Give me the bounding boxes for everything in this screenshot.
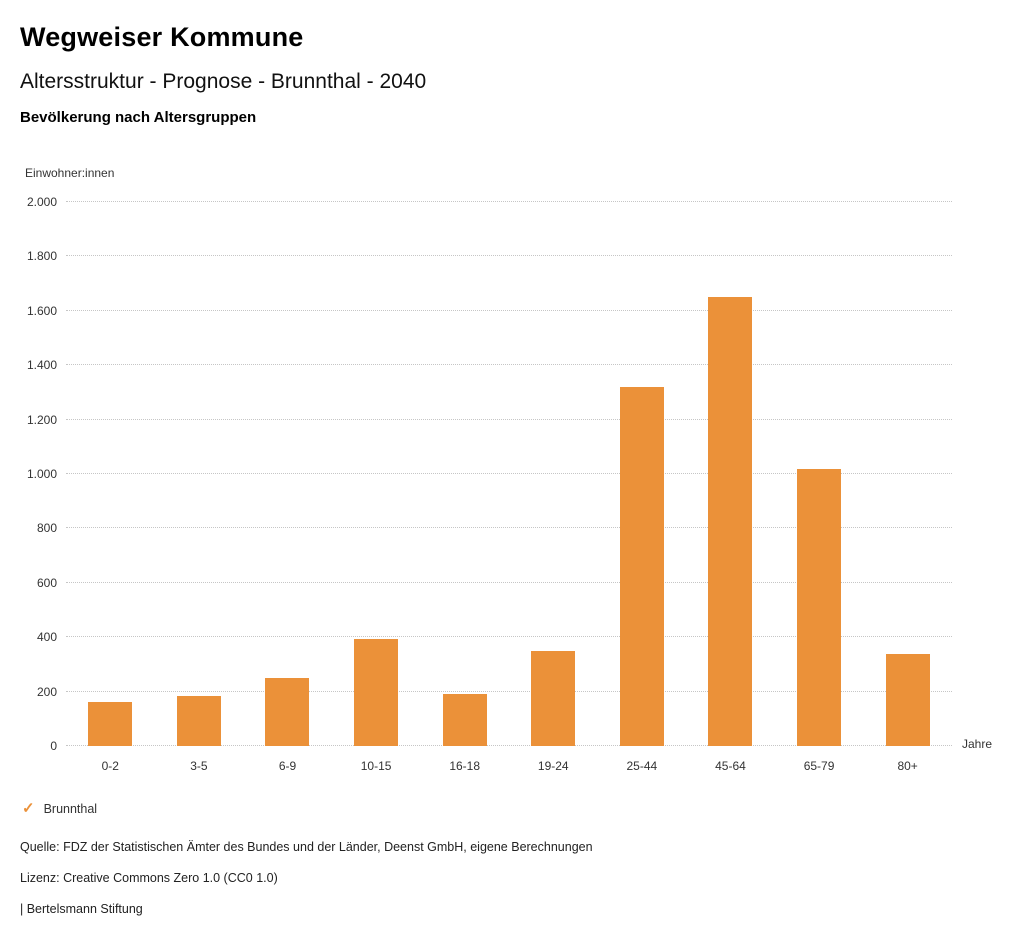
x-axis-tick-label: 3-5: [190, 759, 208, 773]
bar-45-64[interactable]: [708, 297, 753, 746]
x-axis-tick-label: 65-79: [803, 759, 835, 773]
chart-area: 0 200 400 600 800 1.000 1.200 1.400 1.600 1.800 2.…: [27, 195, 992, 753]
y-axis-tick-label: 1.200: [26, 412, 57, 427]
y-axis-tick-label: 800: [36, 521, 57, 536]
gridline: [66, 255, 952, 257]
bar-3-5[interactable]: [176, 695, 221, 746]
gridline: [66, 636, 952, 638]
legend-check-icon: ✓: [22, 800, 35, 817]
bar-0-2[interactable]: [88, 702, 133, 746]
gridline: [66, 473, 952, 474]
gridline: [66, 745, 952, 746]
bar-slot: [598, 202, 687, 746]
bar-slot: [155, 202, 244, 746]
bar-slot: [66, 202, 155, 746]
source-text: Quelle: FDZ der Statistischen Ämter des …: [20, 840, 593, 854]
y-axis-tick-label: 1.400: [26, 358, 57, 373]
grid-layer: 0 200 400 600 800 1.000 1.200 1.400 1.600 1.800 2.…: [27, 195, 952, 753]
gridline: [66, 309, 952, 311]
y-axis-tick-label: 200: [36, 684, 57, 699]
y-axis-tick-label: 1.800: [26, 249, 57, 264]
bar-slot: [420, 202, 509, 746]
bar-65-79[interactable]: [797, 468, 842, 746]
footer: Quelle: FDZ der Statistischen Ämter des …: [20, 840, 1004, 916]
legend-item-brunnthal[interactable]: ✓ Brunnthal: [22, 801, 1004, 816]
x-axis-tick-label: 45-64: [715, 759, 746, 773]
x-axis-unit-label: Jahre: [962, 737, 993, 751]
x-axis-tick-label: 16-18: [449, 759, 481, 773]
bar-slot: [332, 202, 421, 746]
bar-slot: [686, 202, 775, 746]
bar-25-44[interactable]: [619, 386, 664, 746]
gridline: [66, 690, 952, 692]
attribution-text: | Bertelsmann Stiftung: [20, 902, 143, 916]
bar-slot: [243, 202, 332, 746]
y-axis-tick-label: 600: [36, 575, 57, 590]
gridline: [66, 364, 952, 366]
x-axis-tick-label: 80+: [897, 759, 918, 773]
chart-title: Bevölkerung nach Altersgruppen: [20, 109, 257, 126]
bar-slot: [775, 202, 864, 746]
legend-label: Brunnthal: [43, 801, 98, 816]
bar-6-9[interactable]: [265, 678, 310, 746]
bar-slot: [863, 202, 952, 746]
bar-slot: [509, 202, 598, 746]
bars-layer: [66, 202, 952, 746]
x-axis-tick-label: 10-15: [360, 759, 392, 773]
license-text: Lizenz: Creative Commons Zero 1.0 (CC0 1…: [20, 871, 278, 885]
gridline: [66, 527, 952, 529]
y-axis-tick-label: 1.600: [26, 303, 57, 318]
page-title: Altersstruktur - Prognose - Brunnthal - …: [20, 70, 427, 93]
x-axis-tick-label: 25-44: [626, 759, 658, 773]
x-axis-tick-label: 0-2: [101, 759, 119, 773]
y-axis-tick-label: 1.000: [26, 467, 57, 481]
bar-80+[interactable]: [885, 653, 930, 746]
bar-10-15[interactable]: [354, 638, 399, 746]
y-axis-title: Einwohner:innen: [25, 166, 115, 180]
bar-19-24[interactable]: [531, 650, 576, 746]
y-axis-tick-label: 400: [36, 630, 57, 645]
y-axis-tick-label: 0: [50, 739, 57, 753]
gridline: [66, 201, 952, 202]
gridline: [66, 581, 952, 583]
bar-16-18[interactable]: [442, 694, 487, 746]
x-axis-tick-label: 19-24: [537, 759, 569, 773]
app-title: Wegweiser Kommune: [20, 22, 304, 52]
gridline: [66, 418, 952, 420]
x-axis-labels: 0-2 3-5 6-9 10-15 16-18 19-24 25-44 45-64 65-79 8…: [66, 759, 952, 773]
x-axis-tick-label: 6-9: [278, 759, 297, 773]
y-axis-tick-label: 2.000: [26, 195, 57, 209]
